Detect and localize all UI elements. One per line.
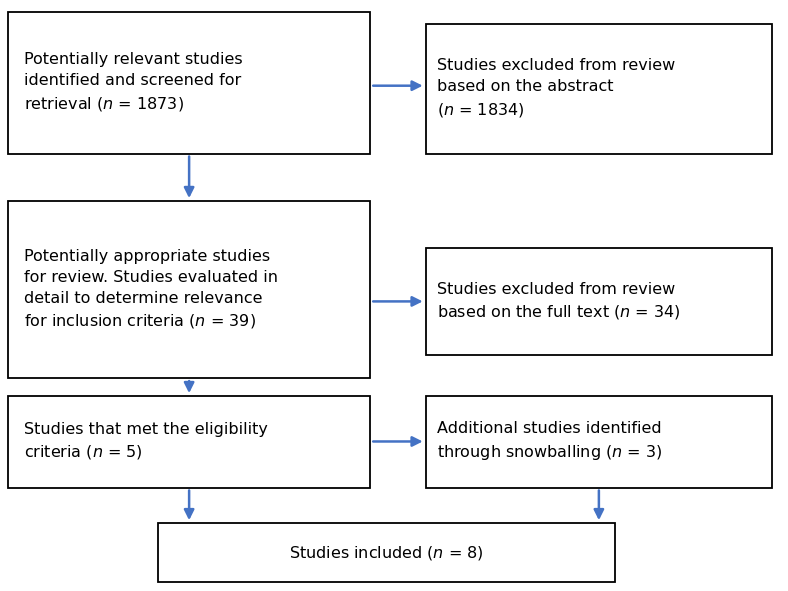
Bar <box>8 12 370 154</box>
Bar <box>426 248 772 355</box>
Text: Studies that met the eligibility
criteria ($\it{n}$ = 5): Studies that met the eligibility criteri… <box>24 421 267 462</box>
Text: Potentially appropriate studies
for review. Studies evaluated in
detail to deter: Potentially appropriate studies for revi… <box>24 249 277 330</box>
Text: Potentially relevant studies
identified and screened for
retrieval ($\it{n}$ = 1: Potentially relevant studies identified … <box>24 53 242 113</box>
Text: Additional studies identified
through snowballing ($\it{n}$ = 3): Additional studies identified through sn… <box>437 421 663 462</box>
Bar <box>426 396 772 488</box>
Text: Studies excluded from review
based on the abstract
($\it{n}$ = 1834): Studies excluded from review based on th… <box>437 59 675 119</box>
Bar <box>8 396 370 488</box>
Bar <box>158 523 615 582</box>
Text: Studies excluded from review
based on the full text ($\it{n}$ = 34): Studies excluded from review based on th… <box>437 281 681 322</box>
Bar <box>426 24 772 154</box>
Bar <box>8 201 370 378</box>
Text: Studies included ($\it{n}$ = 8): Studies included ($\it{n}$ = 8) <box>288 544 484 561</box>
